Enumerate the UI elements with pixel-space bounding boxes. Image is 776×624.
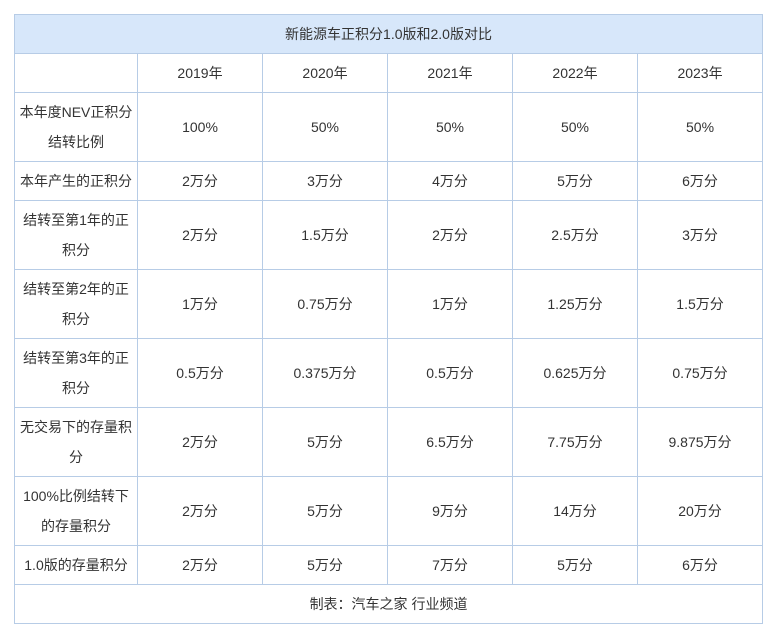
value-cell: 20万分: [636, 476, 764, 546]
value-cell: 1万分: [387, 269, 513, 339]
table-row: 本年度NEV正积分 结转比例 100% 50% 50% 50% 50%: [14, 92, 764, 162]
value-cell: 7.75万分: [512, 407, 638, 477]
row-label: 结转至第3年的正 积分: [14, 338, 138, 408]
row-label: 结转至第2年的正 积分: [14, 269, 138, 339]
value-cell: 5万分: [512, 545, 638, 585]
value-cell: 2.5万分: [512, 200, 638, 270]
comparison-table: 新能源车正积分1.0版和2.0版对比 2019年 2020年 2021年 2022年 2…: [13, 14, 764, 624]
value-cell: 6.5万分: [387, 407, 513, 477]
value-cell: 50%: [387, 92, 513, 162]
value-cell: 100%: [137, 92, 263, 162]
value-cell: 50%: [636, 92, 764, 162]
table-row: 100%比例结转下 的存量积分 2万分 5万分 9万分 14万分 20万分: [14, 476, 764, 546]
table-row: 本年产生的正积分 2万分 3万分 4万分 5万分 6万分: [14, 161, 764, 201]
row-label: 本年产生的正积分: [14, 161, 138, 201]
nev-credit-comparison: 新能源车正积分1.0版和2.0版对比 2019年 2020年 2021年 2022年 2…: [13, 14, 764, 624]
value-cell: 9.875万分: [636, 407, 764, 477]
value-cell: 50%: [512, 92, 638, 162]
value-cell: 5万分: [512, 161, 638, 201]
title-row: 新能源车正积分1.0版和2.0版对比: [13, 14, 764, 54]
value-cell: 5万分: [262, 407, 388, 477]
table-title: 新能源车正积分1.0版和2.0版对比: [13, 14, 764, 54]
year-header-cell: 2019年: [137, 53, 263, 93]
value-cell: 50%: [262, 92, 388, 162]
value-cell: 0.625万分: [512, 338, 638, 408]
row-label: 100%比例结转下 的存量积分: [14, 476, 138, 546]
value-cell: 0.75万分: [636, 338, 764, 408]
value-cell: 9万分: [387, 476, 513, 546]
value-cell: 6万分: [636, 545, 764, 585]
value-cell: 2万分: [137, 200, 263, 270]
value-cell: 1.25万分: [512, 269, 638, 339]
row-label: 结转至第1年的正 积分: [14, 200, 138, 270]
row-label: 本年度NEV正积分 结转比例: [14, 92, 138, 162]
table-footer: 制表：汽车之家 行业频道: [13, 584, 764, 624]
value-cell: 2万分: [387, 200, 513, 270]
year-header-cell: 2020年: [262, 53, 388, 93]
value-cell: 0.5万分: [137, 338, 263, 408]
value-cell: 14万分: [512, 476, 638, 546]
value-cell: 3万分: [636, 200, 764, 270]
year-header-cell: 2022年: [512, 53, 638, 93]
value-cell: 0.5万分: [387, 338, 513, 408]
value-cell: 0.75万分: [262, 269, 388, 339]
value-cell: 1.5万分: [636, 269, 764, 339]
table-row: 无交易下的存量积 分 2万分 5万分 6.5万分 7.75万分 9.875万分: [14, 407, 764, 477]
year-header-cell: 2021年: [387, 53, 513, 93]
value-cell: 2万分: [137, 407, 263, 477]
corner-cell: [14, 53, 138, 93]
value-cell: 2万分: [137, 476, 263, 546]
value-cell: 4万分: [387, 161, 513, 201]
value-cell: 6万分: [636, 161, 764, 201]
table-row: 结转至第2年的正 积分 1万分 0.75万分 1万分 1.25万分 1.5万分: [14, 269, 764, 339]
value-cell: 5万分: [262, 545, 388, 585]
value-cell: 7万分: [387, 545, 513, 585]
year-header-cell: 2023年: [636, 53, 764, 93]
row-label: 1.0版的存量积分: [14, 545, 138, 585]
footer-row: 制表：汽车之家 行业频道: [13, 584, 764, 624]
year-header-row: 2019年 2020年 2021年 2022年 2023年: [14, 53, 764, 93]
value-cell: 2万分: [137, 161, 263, 201]
value-cell: 3万分: [262, 161, 388, 201]
table-row: 结转至第3年的正 积分 0.5万分 0.375万分 0.5万分 0.625万分 0.75万…: [14, 338, 764, 408]
value-cell: 0.375万分: [262, 338, 388, 408]
value-cell: 1万分: [137, 269, 263, 339]
value-cell: 5万分: [262, 476, 388, 546]
table-row: 1.0版的存量积分 2万分 5万分 7万分 5万分 6万分: [14, 545, 764, 585]
value-cell: 1.5万分: [262, 200, 388, 270]
row-label: 无交易下的存量积 分: [14, 407, 138, 477]
table-row: 结转至第1年的正 积分 2万分 1.5万分 2万分 2.5万分 3万分: [14, 200, 764, 270]
value-cell: 2万分: [137, 545, 263, 585]
table-body: 本年度NEV正积分 结转比例 100% 50% 50% 50% 50% 本年产生的正积分 2万…: [14, 92, 764, 585]
